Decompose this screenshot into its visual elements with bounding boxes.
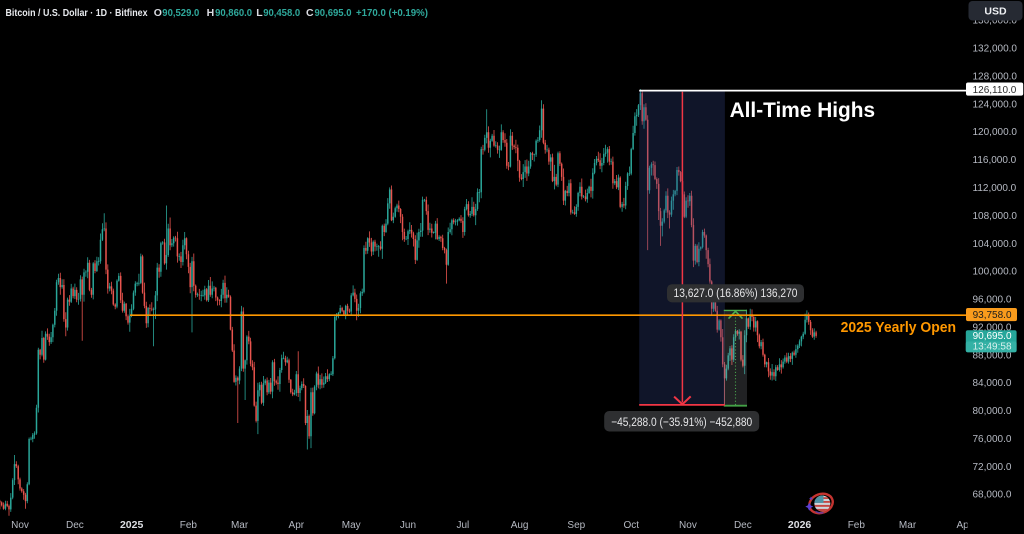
- svg-text:Oct: Oct: [623, 520, 639, 531]
- svg-text:100,000.0: 100,000.0: [973, 267, 1018, 278]
- svg-text:Jun: Jun: [400, 520, 416, 531]
- svg-text:128,000.0: 128,000.0: [973, 71, 1018, 82]
- svg-text:L: L: [256, 7, 263, 19]
- svg-text:108,000.0: 108,000.0: [973, 211, 1018, 222]
- svg-text:90,695.0: 90,695.0: [315, 7, 352, 19]
- svg-text:H: H: [207, 7, 215, 19]
- svg-text:2025: 2025: [120, 519, 144, 531]
- svg-text:90,860.0: 90,860.0: [215, 7, 252, 19]
- svg-text:Dec: Dec: [66, 520, 84, 531]
- svg-text:90,458.0: 90,458.0: [263, 7, 300, 19]
- svg-text:76,000.0: 76,000.0: [973, 434, 1012, 445]
- svg-text:90,695.0: 90,695.0: [973, 331, 1012, 342]
- svg-text:132,000.0: 132,000.0: [973, 44, 1018, 55]
- svg-text:+170.0 (+0.19%): +170.0 (+0.19%): [356, 7, 428, 19]
- svg-text:126,110.0: 126,110.0: [973, 85, 1017, 96]
- svg-text:USD: USD: [984, 6, 1007, 18]
- svg-text:96,000.0: 96,000.0: [973, 295, 1012, 306]
- svg-text:2025 Yearly Open: 2025 Yearly Open: [841, 320, 957, 336]
- svg-text:Mar: Mar: [231, 520, 249, 531]
- svg-text:84,000.0: 84,000.0: [973, 378, 1012, 389]
- svg-text:2026: 2026: [788, 519, 812, 531]
- svg-text:Apr: Apr: [289, 520, 305, 531]
- svg-text:−45,288.0 (−35.91%) −452,880: −45,288.0 (−35.91%) −452,880: [611, 415, 752, 429]
- svg-text:Aug: Aug: [511, 520, 529, 531]
- svg-text:90,529.0: 90,529.0: [162, 7, 199, 19]
- svg-text:13,627.0 (16.86%) 136,270: 13,627.0 (16.86%) 136,270: [674, 286, 798, 300]
- svg-text:May: May: [342, 520, 361, 531]
- svg-text:Jul: Jul: [456, 520, 469, 531]
- svg-text:C: C: [306, 7, 314, 19]
- svg-text:Apr: Apr: [956, 520, 972, 531]
- svg-text:80,000.0: 80,000.0: [973, 406, 1012, 417]
- svg-text:O: O: [154, 7, 162, 19]
- svg-text:Mar: Mar: [899, 520, 917, 531]
- svg-text:72,000.0: 72,000.0: [973, 462, 1012, 473]
- svg-text:112,000.0: 112,000.0: [973, 183, 1017, 194]
- svg-text:120,000.0: 120,000.0: [973, 127, 1018, 138]
- svg-text:136,000.0: 136,000.0: [973, 16, 1018, 27]
- svg-text:124,000.0: 124,000.0: [973, 99, 1018, 110]
- svg-text:88,000.0: 88,000.0: [973, 350, 1012, 361]
- svg-text:68,000.0: 68,000.0: [973, 490, 1012, 501]
- svg-text:Feb: Feb: [180, 520, 198, 531]
- svg-text:116,000.0: 116,000.0: [973, 155, 1017, 166]
- svg-text:92,000.0: 92,000.0: [973, 322, 1012, 333]
- svg-text:All-Time Highs: All-Time Highs: [730, 99, 876, 122]
- svg-text:Sep: Sep: [567, 520, 585, 531]
- svg-text:13:49:58: 13:49:58: [973, 341, 1012, 352]
- svg-text:Nov: Nov: [11, 520, 29, 531]
- svg-text:Feb: Feb: [848, 520, 866, 531]
- svg-text:93,758.0: 93,758.0: [973, 310, 1012, 321]
- svg-text:104,000.0: 104,000.0: [973, 239, 1018, 250]
- svg-text:Nov: Nov: [679, 520, 697, 531]
- svg-text:Dec: Dec: [734, 520, 752, 531]
- svg-text:Bitcoin / U.S. Dollar · 1D · B: Bitcoin / U.S. Dollar · 1D · Bitfinex: [6, 7, 148, 19]
